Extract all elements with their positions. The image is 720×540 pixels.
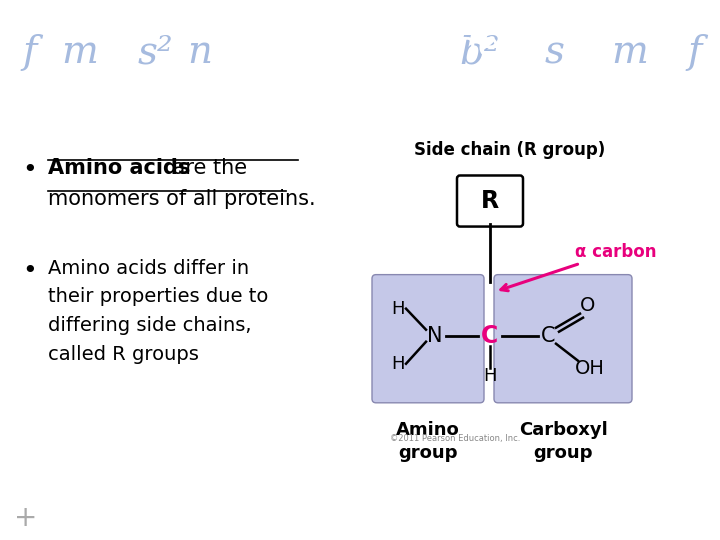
Text: H: H xyxy=(483,367,497,385)
Text: Amino
group: Amino group xyxy=(396,421,460,462)
Text: C: C xyxy=(482,323,499,348)
Text: C: C xyxy=(541,326,555,346)
Text: H: H xyxy=(391,300,405,318)
Text: INITIATIVE: INITIATIVE xyxy=(638,521,676,530)
Text: monomers of all proteins.: monomers of all proteins. xyxy=(48,188,315,208)
Text: NATIONAL: NATIONAL xyxy=(638,502,676,511)
Text: α carbon: α carbon xyxy=(501,242,657,291)
Text: ^^^: ^^^ xyxy=(645,491,669,500)
Text: n: n xyxy=(187,35,212,71)
Text: f: f xyxy=(688,35,702,71)
Text: H: H xyxy=(391,355,405,373)
Text: Side chain (R group): Side chain (R group) xyxy=(415,141,606,159)
Text: OH: OH xyxy=(575,359,605,378)
Text: +: + xyxy=(14,504,37,532)
Text: m: m xyxy=(611,35,649,71)
Text: N: N xyxy=(427,326,443,346)
Text: MATH + SCIENCE: MATH + SCIENCE xyxy=(614,511,700,521)
Text: O: O xyxy=(580,296,595,315)
Text: ©2011 Pearson Education, Inc.: ©2011 Pearson Education, Inc. xyxy=(390,434,521,443)
Text: are the: are the xyxy=(166,158,247,178)
Text: Protein Monomer: Protein Monomer xyxy=(206,30,514,64)
Text: s: s xyxy=(545,35,565,71)
Text: b²: b² xyxy=(460,35,500,71)
FancyBboxPatch shape xyxy=(494,275,632,403)
Text: Carboxyl
group: Carboxyl group xyxy=(518,421,608,462)
FancyBboxPatch shape xyxy=(457,176,523,227)
FancyBboxPatch shape xyxy=(372,275,484,403)
Text: Amino acids: Amino acids xyxy=(48,158,190,178)
Text: m: m xyxy=(62,35,99,71)
Text: f: f xyxy=(23,35,37,71)
Text: Amino acids differ in
their properties due to
differing side chains,
called R gr: Amino acids differ in their properties d… xyxy=(48,259,269,364)
Text: R: R xyxy=(481,189,499,213)
Text: •: • xyxy=(22,158,37,183)
Text: s²: s² xyxy=(138,35,173,71)
Text: •: • xyxy=(22,259,37,282)
